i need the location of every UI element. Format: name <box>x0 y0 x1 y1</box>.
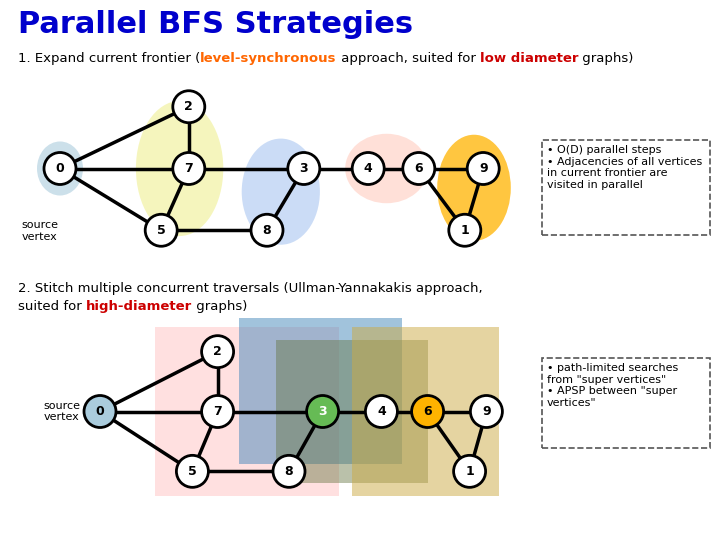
Ellipse shape <box>345 134 428 203</box>
Text: 5: 5 <box>157 224 166 237</box>
Circle shape <box>173 91 204 123</box>
Text: 3: 3 <box>318 405 327 418</box>
Text: 2. Stitch multiple concurrent traversals (Ullman-Yannakakis approach,: 2. Stitch multiple concurrent traversals… <box>18 282 482 295</box>
Circle shape <box>251 214 283 246</box>
Text: 3: 3 <box>300 162 308 175</box>
Text: 7: 7 <box>184 162 193 175</box>
Text: 4: 4 <box>377 405 386 418</box>
Text: Parallel BFS Strategies: Parallel BFS Strategies <box>18 10 413 39</box>
Text: 6: 6 <box>423 405 432 418</box>
Bar <box>542 358 710 448</box>
Text: 6: 6 <box>415 162 423 175</box>
Circle shape <box>202 395 233 428</box>
Text: graphs): graphs) <box>578 52 634 65</box>
Circle shape <box>173 152 204 185</box>
Circle shape <box>288 152 320 185</box>
Circle shape <box>366 395 397 428</box>
Text: 9: 9 <box>482 405 491 418</box>
Circle shape <box>412 395 444 428</box>
Circle shape <box>44 152 76 185</box>
Text: • path-limited searches
from "super vertices"
• APSP between "super
vertices": • path-limited searches from "super vert… <box>547 363 678 408</box>
Circle shape <box>470 395 503 428</box>
Text: 1: 1 <box>460 224 469 237</box>
Circle shape <box>202 336 233 368</box>
Circle shape <box>273 455 305 487</box>
Text: 1: 1 <box>465 465 474 478</box>
Text: high-diameter: high-diameter <box>86 300 192 313</box>
Text: 4: 4 <box>364 162 372 175</box>
Text: 5: 5 <box>188 465 197 478</box>
Ellipse shape <box>437 134 510 241</box>
Text: 0: 0 <box>96 405 104 418</box>
Text: 9: 9 <box>479 162 487 175</box>
Text: 8: 8 <box>284 465 293 478</box>
Text: 2: 2 <box>184 100 193 113</box>
Text: low diameter: low diameter <box>480 52 578 65</box>
Text: approach, suited for: approach, suited for <box>337 52 480 65</box>
Bar <box>352 327 499 496</box>
Circle shape <box>449 214 481 246</box>
Ellipse shape <box>242 139 320 245</box>
Bar <box>542 140 710 235</box>
Text: graphs): graphs) <box>192 300 248 313</box>
Text: 2: 2 <box>213 345 222 358</box>
Circle shape <box>467 152 499 185</box>
Circle shape <box>307 395 338 428</box>
Ellipse shape <box>136 101 223 236</box>
Bar <box>155 327 339 496</box>
Text: suited for: suited for <box>18 300 86 313</box>
Bar <box>276 340 428 483</box>
Text: 1. Expand current frontier (: 1. Expand current frontier ( <box>18 52 200 65</box>
Circle shape <box>84 395 116 428</box>
Text: source
vertex: source vertex <box>43 401 81 422</box>
Text: 0: 0 <box>55 162 64 175</box>
Bar <box>238 318 402 464</box>
Circle shape <box>402 152 435 185</box>
Text: source
vertex: source vertex <box>22 220 58 241</box>
Text: • O(D) parallel steps
• Adjacencies of all vertices
in current frontier are
visi: • O(D) parallel steps • Adjacencies of a… <box>547 145 702 190</box>
Ellipse shape <box>37 141 83 195</box>
Circle shape <box>454 455 485 487</box>
Text: level-synchronous: level-synchronous <box>200 52 337 65</box>
Circle shape <box>176 455 208 487</box>
Circle shape <box>145 214 177 246</box>
Circle shape <box>352 152 384 185</box>
Text: 8: 8 <box>263 224 271 237</box>
Text: 7: 7 <box>213 405 222 418</box>
